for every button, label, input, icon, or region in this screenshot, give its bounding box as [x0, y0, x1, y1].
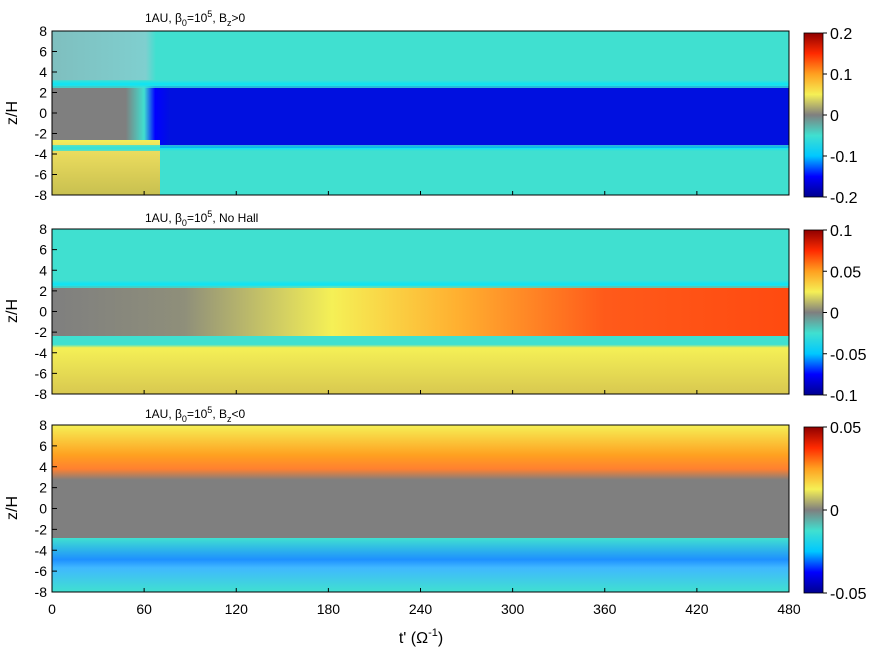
panel-2-title: 1AU, β0=105, No Hall — [145, 209, 258, 228]
panel-2-y-label: z/H — [4, 299, 21, 323]
y-tick-label: -2 — [35, 324, 48, 340]
colorbar-1 — [803, 32, 824, 198]
y-tick-label: -8 — [35, 386, 48, 402]
colorbar-tick-label: 0.2 — [830, 26, 852, 43]
y-tick-label: 2 — [39, 480, 47, 496]
panel-3: 1AU, β0=105, Bz<0 8 6 4 2 0 -2 -4 -6 -8 z/H 0.05… — [4, 405, 867, 603]
colorbar-tick-label: 0.05 — [830, 420, 861, 437]
colorbar-tick-label: -0.1 — [830, 388, 858, 405]
y-tick-label: -4 — [35, 345, 48, 361]
x-axis-label: t' (Ω-1) — [399, 627, 443, 647]
y-tick-label: -4 — [35, 146, 48, 162]
panel-3-upper-band — [52, 425, 789, 480]
colorbar-tick-label: 0 — [830, 306, 839, 323]
y-tick-label: 4 — [39, 262, 47, 278]
panel-1-cyan-edge-top — [52, 80, 789, 88]
colorbar-3 — [803, 426, 824, 594]
x-tick-label: 420 — [685, 601, 709, 617]
x-axis-ticks: 0 60 120 180 240 300 360 420 480 — [48, 191, 801, 617]
panel-1-upper-edge — [52, 31, 156, 81]
colorbar-tick-label: -0.05 — [830, 586, 867, 603]
x-tick-label: 240 — [409, 601, 433, 617]
colorbar-tick-label: -0.2 — [830, 190, 858, 207]
colorbar-tick-label: -0.05 — [830, 347, 867, 364]
y-tick-label: -2 — [35, 126, 48, 142]
y-tick-label: -8 — [35, 187, 48, 203]
x-tick-label: 120 — [225, 601, 249, 617]
colorbar-3-ticks: 0.05 0 -0.05 — [823, 420, 867, 603]
colorbar-tick-label: -0.1 — [830, 149, 858, 166]
colorbar-tick-label: 0 — [830, 503, 839, 520]
y-tick-label: 6 — [39, 242, 47, 258]
colorbar-2 — [803, 229, 824, 396]
x-tick-label: 300 — [501, 601, 525, 617]
panel-1-title: 1AU, β0=105, Bz>0 — [145, 9, 245, 28]
x-tick-label: 180 — [317, 601, 341, 617]
y-tick-label: 0 — [39, 304, 47, 320]
panel-1-y-label: z/H — [4, 101, 21, 125]
x-tick-label: 360 — [593, 601, 617, 617]
panel-3-y-label: z/H — [4, 496, 21, 520]
y-tick-label: 8 — [39, 221, 47, 237]
panel-2-cyan-edge — [52, 280, 789, 288]
y-tick-label: 8 — [39, 417, 47, 433]
y-tick-label: 2 — [39, 283, 47, 299]
y-tick-label: -8 — [35, 584, 48, 600]
y-tick-label: -6 — [35, 563, 48, 579]
panel-2: 1AU, β0=105, No Hall 8 6 4 2 0 -2 -4 -6 -8 z/H 0… — [4, 209, 867, 405]
panel-1-cyan-edge-bot — [52, 145, 789, 151]
y-tick-label: 6 — [39, 44, 47, 60]
y-tick-label: -2 — [35, 521, 48, 537]
panel-3-y-ticks: 8 6 4 2 0 -2 -4 -6 -8 — [35, 417, 57, 600]
colorbar-tick-label: 0.05 — [830, 264, 861, 281]
y-tick-label: 0 — [39, 105, 47, 121]
panel-3-title: 1AU, β0=105, Bz<0 — [145, 405, 245, 424]
colorbar-tick-label: 0.1 — [830, 223, 852, 240]
y-tick-label: 2 — [39, 85, 47, 101]
y-tick-label: 4 — [39, 64, 47, 80]
y-tick-label: 6 — [39, 438, 47, 454]
panel-2-y-ticks: 8 6 4 2 0 -2 -4 -6 -8 — [35, 221, 57, 402]
y-tick-label: 8 — [39, 23, 47, 39]
panel-2-upper-band — [52, 229, 789, 286]
colorbar-tick-label: 0 — [830, 108, 839, 125]
colorbar-1-ticks: 0.2 0.1 0 -0.1 -0.2 — [823, 26, 858, 207]
colorbar-2-ticks: 0.1 0.05 0 -0.05 -0.1 — [823, 223, 867, 405]
y-tick-label: 4 — [39, 459, 47, 475]
x-tick-label: 60 — [136, 601, 152, 617]
x-tick-label: 0 — [48, 601, 56, 617]
y-tick-label: 0 — [39, 501, 47, 517]
panel-2-mid-band — [52, 286, 789, 336]
y-tick-label: -6 — [35, 365, 48, 381]
panel-3-lower-band — [52, 538, 789, 592]
y-tick-label: -4 — [35, 542, 48, 558]
x-tick-label: 480 — [777, 601, 801, 617]
y-tick-label: -6 — [35, 167, 48, 183]
colorbar-tick-label: 0.1 — [830, 67, 852, 84]
panel-1-mid-band — [52, 86, 789, 148]
panel-1-y-ticks: 8 6 4 2 0 -2 -4 -6 -8 — [35, 23, 57, 203]
